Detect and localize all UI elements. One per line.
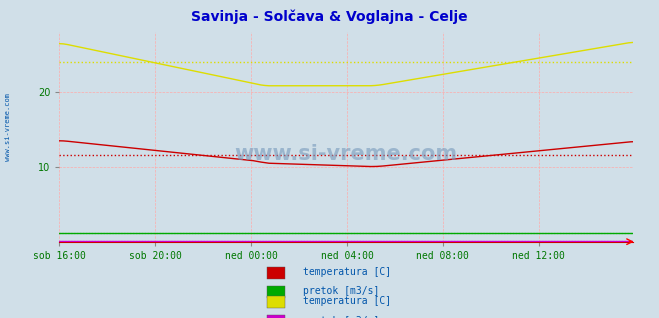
Text: pretok [m3/s]: pretok [m3/s] <box>303 315 380 318</box>
Text: www.si-vreme.com: www.si-vreme.com <box>235 143 457 163</box>
Text: www.si-vreme.com: www.si-vreme.com <box>5 93 11 161</box>
Text: pretok [m3/s]: pretok [m3/s] <box>303 286 380 296</box>
Text: Savinja - Solčava & Voglajna - Celje: Savinja - Solčava & Voglajna - Celje <box>191 10 468 24</box>
Text: temperatura [C]: temperatura [C] <box>303 267 391 277</box>
Text: temperatura [C]: temperatura [C] <box>303 296 391 307</box>
